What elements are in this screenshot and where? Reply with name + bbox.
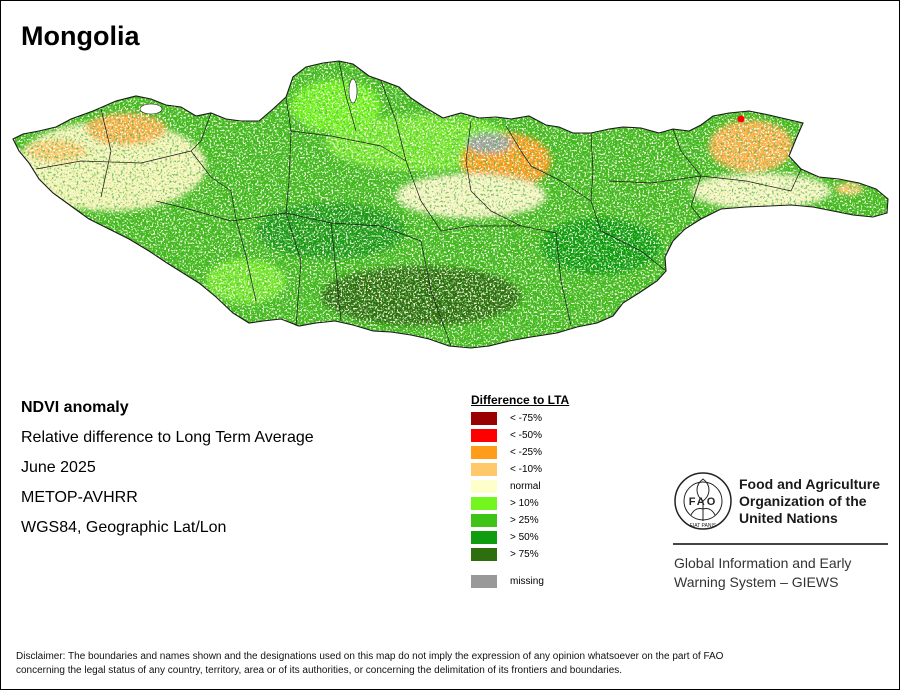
info-sensor: METOP-AVHRR	[21, 489, 138, 506]
ndvi-raster	[13, 61, 888, 348]
info-title: NDVI anomaly	[21, 399, 129, 416]
legend-label: > 10%	[510, 498, 539, 509]
org-name: Food and Agriculture Organization of the…	[739, 476, 880, 527]
legend-swatch	[471, 531, 497, 544]
dark-speckle	[13, 61, 888, 348]
legend-swatch	[471, 514, 497, 527]
legend-label: missing	[510, 576, 544, 587]
info-date: June 2025	[21, 459, 96, 476]
org-divider	[673, 543, 888, 545]
legend-label: > 50%	[510, 532, 539, 543]
legend-item: > 75%	[471, 546, 569, 563]
lake-uvs	[139, 103, 163, 115]
disclaimer: Disclaimer: The boundaries and names sho…	[16, 650, 886, 678]
legend-label: > 25%	[510, 515, 539, 526]
giews-line1: Global Information and Early	[674, 555, 852, 571]
legend-item: < -50%	[471, 427, 569, 444]
lake-khovsgol	[348, 78, 358, 104]
fao-logo-letters: FAO	[689, 496, 718, 508]
org-name-line2: Organization of the	[739, 493, 867, 509]
legend-swatch	[471, 463, 497, 476]
legend-item: > 25%	[471, 512, 569, 529]
legend-swatch	[471, 446, 497, 459]
fao-logo-ring-text: FIAT PANIS	[690, 523, 717, 529]
legend-label: > 75%	[510, 549, 539, 560]
legend: Difference to LTA < -75% < -50% < -25% <…	[471, 393, 569, 590]
legend-item: > 50%	[471, 529, 569, 546]
province-boundaries	[35, 60, 802, 347]
extreme-deficit-spot	[737, 115, 745, 123]
legend-item: < -25%	[471, 444, 569, 461]
legend-label: < -50%	[510, 430, 542, 441]
giews-name: Global Information and Early Warning Sys…	[674, 554, 851, 592]
disclaimer-line2: concerning the legal status of any count…	[16, 665, 623, 676]
legend-label: < -75%	[510, 413, 542, 424]
legend-swatch	[471, 412, 497, 425]
legend-swatch	[471, 429, 497, 442]
org-name-line3: United Nations	[739, 510, 838, 526]
map-title: Mongolia	[21, 21, 140, 51]
giews-line2: Warning System – GIEWS	[674, 574, 839, 590]
disclaimer-line1: Disclaimer: The boundaries and names sho…	[16, 651, 724, 662]
fao-logo-icon: FAO FIAT PANIS	[674, 472, 732, 530]
legend-label: < -25%	[510, 447, 542, 458]
legend-item: < -10%	[471, 461, 569, 478]
legend-item: < -75%	[471, 410, 569, 427]
legend-swatch	[471, 548, 497, 561]
info-projection: WGS84, Geographic Lat/Lon	[21, 519, 227, 536]
ndvi-map	[12, 60, 889, 349]
legend-item: normal	[471, 478, 569, 495]
legend-item-missing: missing	[471, 573, 569, 590]
legend-label: normal	[510, 481, 541, 492]
legend-swatch	[471, 575, 497, 588]
info-subtitle: Relative difference to Long Term Average	[21, 429, 314, 446]
legend-item: > 10%	[471, 495, 569, 512]
org-name-line1: Food and Agriculture	[739, 476, 881, 492]
legend-swatch	[471, 497, 497, 510]
legend-swatch	[471, 480, 497, 493]
legend-title: Difference to LTA	[471, 393, 570, 407]
legend-label: < -10%	[510, 464, 542, 475]
